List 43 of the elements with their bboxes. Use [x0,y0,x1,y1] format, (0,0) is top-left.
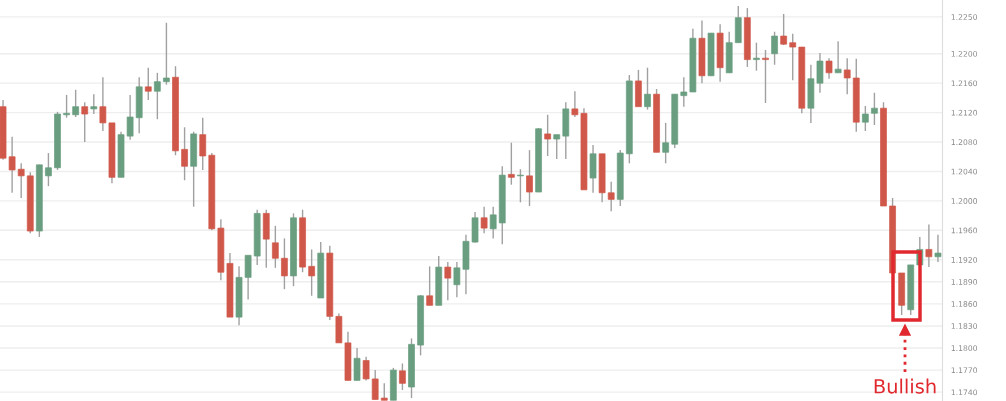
candlestick [444,261,452,301]
candlestick [154,72,161,120]
candlestick [526,149,533,207]
candlestick [680,76,688,108]
candlestick [144,66,152,101]
candlestick [199,117,207,171]
candlestick [843,57,851,95]
candlestick [553,133,561,160]
candlestick [762,49,769,104]
candlestick [163,22,170,86]
candlestick [780,13,787,46]
candlestick [834,40,842,74]
candlestick [371,369,379,401]
candlestick [480,206,488,234]
candlestick [934,234,942,263]
candlestick [925,223,933,268]
candlestick [517,168,524,204]
candlestick [45,152,52,187]
annotation: Bullish [874,378,936,394]
candlestick [862,105,869,132]
candlestick [753,41,760,72]
candlestick [607,181,615,212]
candlestick [508,142,515,186]
candlestick [17,162,25,199]
candlestick [90,93,98,115]
candlestick [489,206,497,240]
candlestick [771,30,778,66]
candlestick [281,237,288,290]
candlestick [353,347,361,382]
candlestick [544,114,551,157]
candlestick [72,89,79,118]
candlestick [871,92,878,126]
candlestick [399,362,406,391]
candlestick [63,94,70,119]
candlestick [426,265,433,307]
candlestick [662,122,669,165]
candlestick [825,57,833,80]
candlestick [272,225,279,269]
candlestick [789,33,797,81]
candlestick [644,66,651,111]
candlestick [181,126,188,181]
candlestick [81,101,89,143]
candlestick [308,248,315,297]
